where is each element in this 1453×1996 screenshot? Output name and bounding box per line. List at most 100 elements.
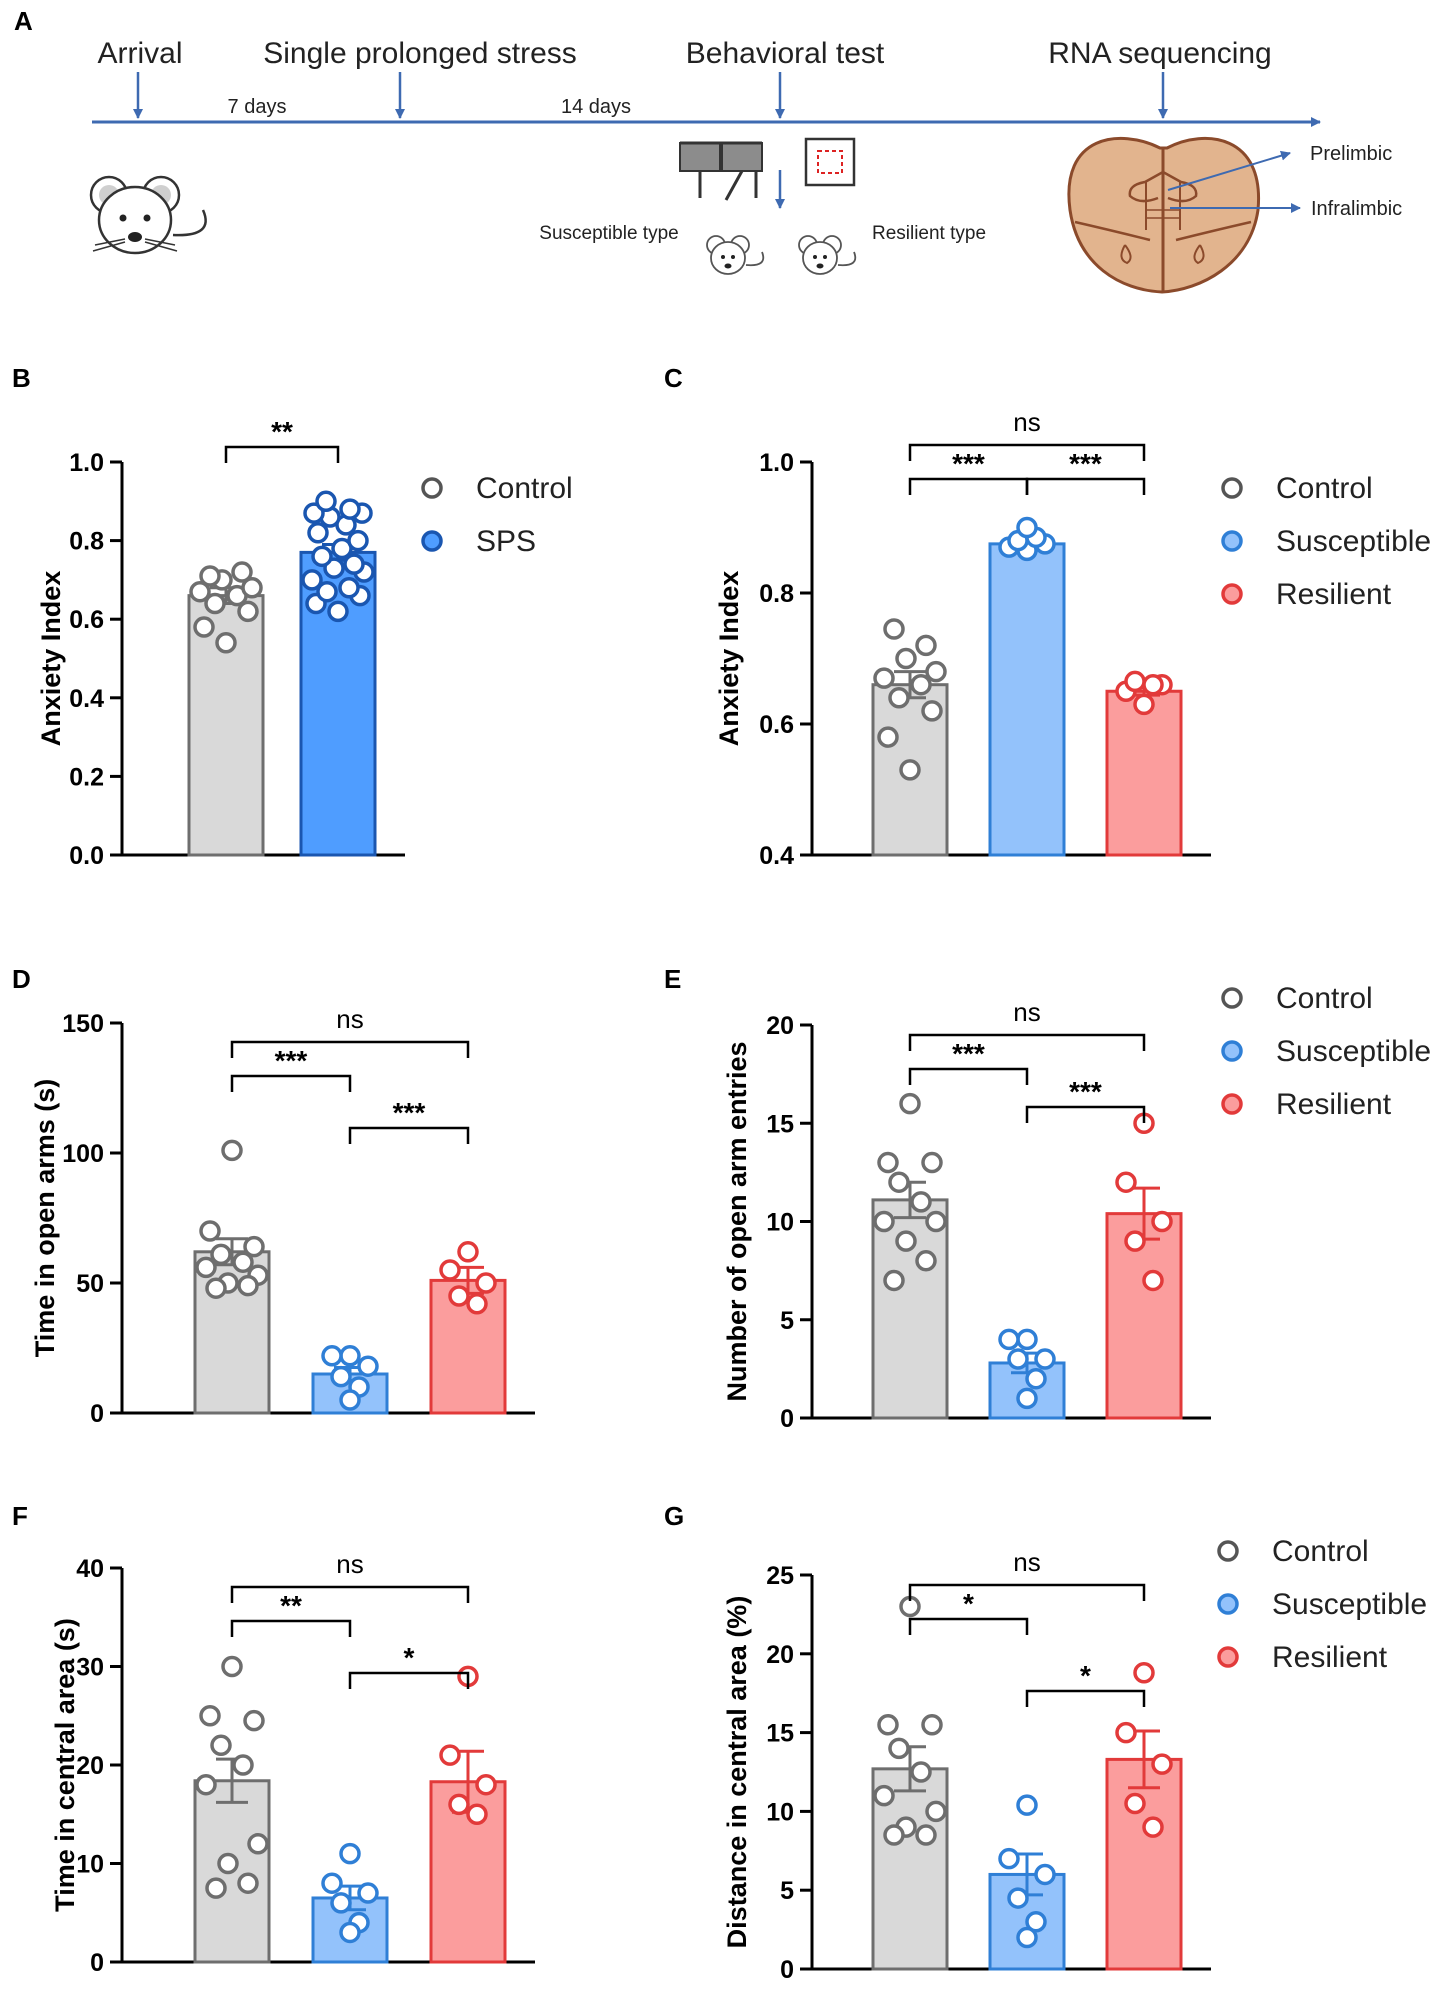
y-axis-title: Distance in central area (%) bbox=[722, 1596, 752, 1949]
legend-label-control: Control bbox=[1272, 1535, 1369, 1568]
legend-marker-susceptible bbox=[1217, 1593, 1239, 1615]
data-point-resilient bbox=[1124, 670, 1146, 693]
data-point-control bbox=[883, 1824, 905, 1846]
significance-bracket bbox=[230, 1040, 470, 1058]
y-tick-label: 10 bbox=[766, 1209, 794, 1237]
data-point-control bbox=[915, 1824, 937, 1846]
legend-label-control: Control bbox=[476, 472, 573, 505]
significance-label: ns bbox=[336, 1549, 363, 1579]
data-point-control bbox=[205, 1277, 227, 1299]
y-tick-label: 15 bbox=[766, 1110, 794, 1138]
significance-bracket bbox=[908, 1067, 1029, 1085]
data-point-susceptible bbox=[998, 1328, 1020, 1351]
susceptible-type-label: Susceptible type bbox=[539, 223, 678, 244]
data-point-control bbox=[199, 1220, 221, 1242]
data-point-control bbox=[195, 1773, 217, 1796]
significance-label: * bbox=[404, 1642, 415, 1673]
data-point-susceptible bbox=[339, 1921, 361, 1944]
legend-marker-control bbox=[1217, 1540, 1239, 1562]
y-tick-label: 0 bbox=[780, 1405, 794, 1433]
data-point-sps bbox=[301, 569, 323, 591]
data-point-susceptible bbox=[1025, 1910, 1047, 1933]
data-point-control bbox=[237, 600, 259, 623]
data-point-susceptible bbox=[330, 1892, 352, 1914]
data-point-control bbox=[925, 1800, 947, 1823]
data-point-control bbox=[877, 1713, 899, 1736]
mouse-illustration-large bbox=[89, 175, 207, 255]
data-point-control bbox=[877, 1151, 899, 1174]
data-point-susceptible bbox=[1016, 1328, 1038, 1351]
data-point-resilient bbox=[457, 1241, 479, 1263]
data-point-susceptible bbox=[1016, 1387, 1038, 1410]
panel-e-chart: E 0 5 10 15 20 Number of open arm entries *** *… bbox=[664, 964, 1431, 1433]
panel-letter-f: F bbox=[12, 1501, 28, 1531]
significance-label: ns bbox=[1013, 407, 1040, 437]
y-axis-title: Time in central area (s) bbox=[50, 1618, 80, 1912]
interval-label-7-days: 7 days bbox=[228, 96, 287, 118]
significance-label: *** bbox=[1069, 1076, 1102, 1107]
significance-bracket bbox=[908, 477, 1029, 495]
data-point-control bbox=[231, 561, 253, 583]
event-label-behavioral-test: Behavioral test bbox=[686, 37, 885, 70]
data-point-resilient bbox=[1142, 673, 1164, 696]
y-tick-label: 0.6 bbox=[69, 606, 104, 634]
significance-label: *** bbox=[393, 1097, 426, 1128]
data-point-resilient bbox=[1115, 1721, 1137, 1744]
significance-label: ns bbox=[1013, 997, 1040, 1027]
data-point-susceptible bbox=[1034, 1348, 1056, 1370]
legend-marker-control bbox=[1221, 987, 1243, 1009]
data-point-control bbox=[189, 580, 211, 603]
y-axis-title: Number of open arm entries bbox=[722, 1041, 752, 1401]
data-point-susceptible bbox=[357, 1882, 379, 1904]
panel-g-chart: G 0 5 10 15 20 25 Distance in central area (%)… bbox=[664, 1501, 1427, 1984]
data-point-sps bbox=[311, 545, 333, 568]
data-point-resilient bbox=[1124, 1230, 1146, 1252]
significance-bracket bbox=[348, 1126, 470, 1144]
elevated-plus-maze-icon bbox=[679, 141, 763, 201]
data-point-control bbox=[910, 1761, 932, 1783]
legend-label-susceptible: Susceptible bbox=[1272, 1588, 1427, 1621]
data-point-control bbox=[204, 592, 226, 615]
data-point-susceptible bbox=[357, 1355, 379, 1377]
data-point-resilient bbox=[466, 1803, 488, 1825]
significance-bracket bbox=[230, 1585, 470, 1603]
y-tick-label: 10 bbox=[76, 1851, 104, 1879]
y-tick-label: 10 bbox=[766, 1798, 794, 1826]
y-tick-label: 0.8 bbox=[759, 580, 794, 608]
legend-marker-sps bbox=[421, 530, 443, 552]
y-tick-label: 1.0 bbox=[759, 449, 794, 477]
data-point-control bbox=[210, 1243, 232, 1266]
panel-letter-e: E bbox=[664, 964, 681, 994]
data-point-resilient bbox=[475, 1773, 497, 1796]
data-point-susceptible bbox=[339, 1345, 361, 1367]
data-point-resilient bbox=[475, 1272, 497, 1294]
legend-label-resilient: Resilient bbox=[1276, 1088, 1392, 1121]
y-tick-label: 5 bbox=[780, 1307, 794, 1335]
data-point-control bbox=[921, 700, 943, 722]
y-tick-label: 30 bbox=[76, 1654, 104, 1682]
panel-letter-b: B bbox=[12, 363, 31, 393]
significance-bracket bbox=[908, 1617, 1029, 1635]
data-point-resilient bbox=[1133, 693, 1155, 716]
significance-label: ** bbox=[280, 1590, 302, 1621]
panel-letter-a: A bbox=[14, 6, 33, 36]
panel-b-chart: B 0.0 0.2 0.4 0.6 0.8 1.0 Anxiety Index ** Contr… bbox=[12, 363, 573, 870]
data-point-control bbox=[232, 1251, 254, 1273]
data-point-susceptible bbox=[1025, 1367, 1047, 1390]
data-point-control bbox=[915, 634, 937, 657]
data-point-susceptible bbox=[1007, 1887, 1029, 1909]
data-point-susceptible bbox=[1007, 1348, 1029, 1370]
y-tick-label: 100 bbox=[62, 1140, 104, 1168]
significance-bracket bbox=[224, 445, 340, 463]
data-point-control bbox=[873, 1784, 895, 1807]
prelimbic-pointer bbox=[1167, 150, 1291, 191]
y-tick-label: 5 bbox=[780, 1877, 794, 1905]
data-point-susceptible bbox=[1016, 516, 1038, 539]
data-point-susceptible bbox=[1034, 1863, 1056, 1886]
legend-label-resilient: Resilient bbox=[1272, 1641, 1388, 1674]
data-point-resilient bbox=[466, 1293, 488, 1315]
legend-marker-control bbox=[1221, 477, 1243, 499]
panel-c-chart: C 0.4 0.6 0.8 1.0 Anxiety Index *** *** ns Contr… bbox=[664, 363, 1431, 870]
data-point-susceptible bbox=[321, 1872, 343, 1894]
